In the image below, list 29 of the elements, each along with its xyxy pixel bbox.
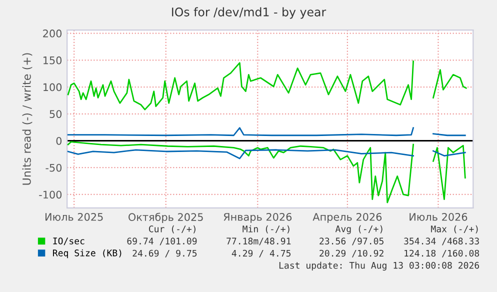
- chart-title: IOs for /dev/md1 - by year: [172, 7, 326, 19]
- y-tick-label: 0: [56, 136, 62, 145]
- x-tick-label: Январь 2026: [224, 212, 292, 223]
- x-tick-label: Октябрь 2025: [128, 212, 203, 224]
- text: Last update: Thu Aug 13 03:00:08 2026: [279, 262, 480, 271]
- y-tick-label: -100: [39, 190, 62, 199]
- text: 77.18m/48.91: [226, 238, 291, 246]
- text: Min (-/+): [242, 225, 290, 234]
- text: 69.74 /101.09: [127, 238, 197, 246]
- y-axis-title: Units read (-) / write (+): [22, 53, 32, 185]
- text: Max (-/+): [431, 225, 478, 234]
- text: Cur (-/+): [149, 225, 196, 234]
- x-tick-label: Апрель 2026: [312, 212, 382, 223]
- legend-label: Req Size (KB): [53, 249, 122, 258]
- y-tick-label: 150: [43, 56, 62, 64]
- text: 24.69 / 9.75: [132, 250, 197, 258]
- x-tick-label: Июль 2026: [410, 212, 468, 221]
- y-tick-label: 200: [43, 30, 62, 38]
- text: 4.29 / 4.75: [232, 250, 291, 258]
- text: 20.29 /10.92: [320, 250, 384, 258]
- text: 354.34 /468.33: [404, 238, 479, 246]
- y-tick-label: 100: [43, 83, 62, 92]
- text: Avg (-/+): [335, 225, 382, 234]
- text: 23.56 /97.05: [320, 238, 384, 246]
- legend-label: IO/sec: [53, 238, 84, 246]
- text: 124.18 /160.08: [404, 250, 480, 258]
- y-tick-label: -50: [46, 164, 62, 172]
- y-tick-label: 50: [50, 110, 62, 118]
- x-tick-label: Июль 2025: [46, 212, 103, 221]
